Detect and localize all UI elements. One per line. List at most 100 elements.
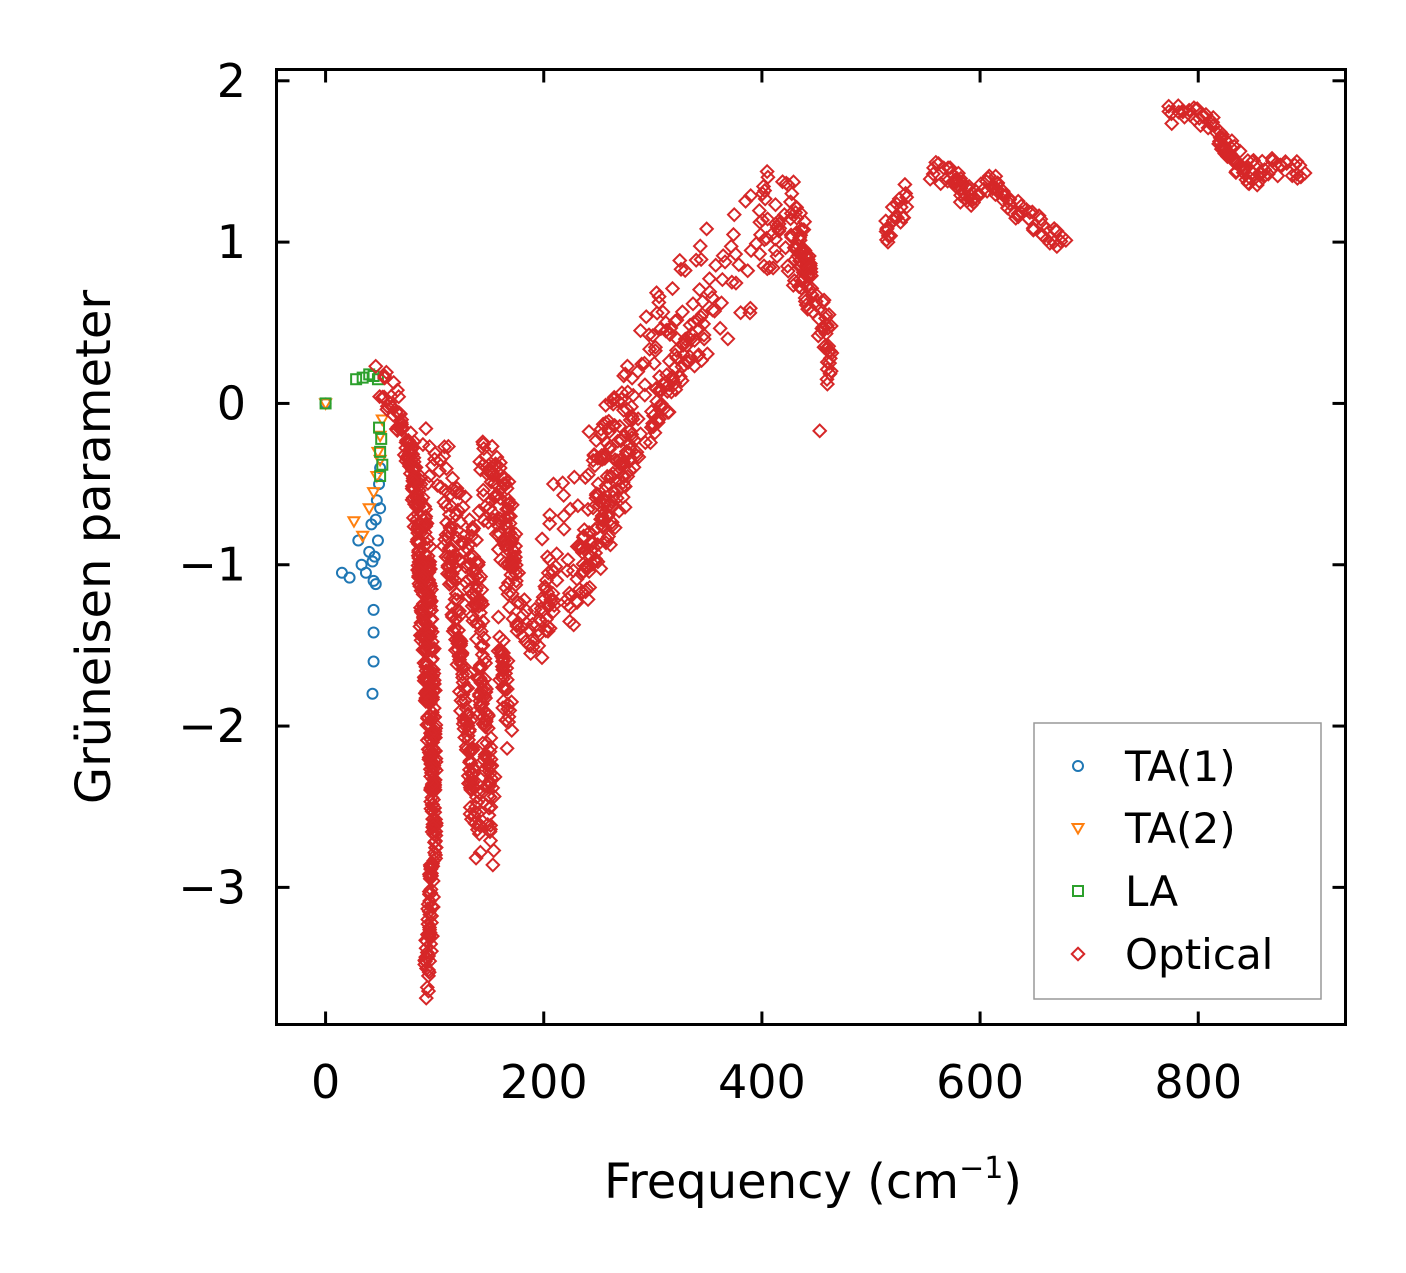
data-point-optical <box>947 175 964 192</box>
data-point-optical <box>720 331 736 347</box>
data-point-optical <box>418 659 434 675</box>
data-point-optical <box>783 227 799 243</box>
data-point-optical <box>966 189 983 206</box>
data-point-optical <box>476 440 492 457</box>
data-point-ta-2- <box>366 487 381 500</box>
data-point-optical <box>757 191 773 207</box>
data-point-optical <box>617 366 633 382</box>
data-point-optical <box>1204 114 1221 130</box>
data-point-optical <box>796 214 813 230</box>
data-point-optical <box>465 760 482 776</box>
data-point-optical <box>796 222 812 238</box>
data-point-optical <box>609 490 625 506</box>
data-point-optical <box>476 630 492 646</box>
data-point-optical <box>475 482 491 498</box>
data-point-optical <box>610 433 626 449</box>
data-point-optical <box>436 439 453 455</box>
data-point-optical <box>508 557 524 573</box>
data-point-optical <box>765 260 781 276</box>
data-point-optical <box>462 753 478 769</box>
data-point-optical <box>772 220 788 237</box>
data-point-optical <box>784 185 800 202</box>
data-point-optical <box>662 326 678 343</box>
data-point-optical <box>460 707 476 724</box>
data-point-optical <box>649 305 665 321</box>
data-point-optical <box>897 185 914 202</box>
data-point-optical <box>647 339 664 355</box>
data-point-optical <box>504 550 521 566</box>
data-point-optical <box>585 500 601 516</box>
data-point-optical <box>698 221 715 237</box>
data-point-optical <box>406 454 422 470</box>
data-point-optical <box>462 712 479 729</box>
data-point-optical <box>694 306 710 323</box>
data-point-optical <box>420 693 436 710</box>
data-point-optical <box>505 611 521 627</box>
data-point-optical <box>812 423 828 439</box>
data-point-optical <box>468 580 485 596</box>
data-point-optical <box>402 435 418 451</box>
data-point-optical <box>441 506 458 523</box>
data-point-optical <box>577 469 594 486</box>
data-point-optical <box>422 554 438 570</box>
data-point-optical <box>675 347 692 363</box>
data-point-optical <box>545 603 561 620</box>
data-point-optical <box>426 826 442 843</box>
data-point-optical <box>939 173 956 189</box>
data-point-optical <box>482 789 498 805</box>
legend-label-la: LA <box>1125 867 1178 916</box>
y-tick-label: 1 <box>217 215 246 269</box>
data-point-la <box>376 458 389 471</box>
data-point-optical <box>473 593 489 609</box>
data-point-ta-2- <box>346 516 362 529</box>
data-point-optical <box>792 232 808 248</box>
data-point-optical <box>460 732 477 748</box>
data-point-optical <box>1164 115 1180 132</box>
data-point-optical <box>598 397 614 413</box>
data-point-optical <box>717 254 733 270</box>
data-point-optical <box>419 710 436 727</box>
data-point-optical <box>642 434 659 451</box>
legend: TA(1) TA(2) LA Optical <box>1033 722 1322 1000</box>
data-point-optical <box>413 582 429 599</box>
data-point-optical <box>925 166 941 182</box>
data-point-optical <box>422 868 438 884</box>
data-point-optical <box>1251 173 1267 190</box>
data-point-optical <box>590 554 606 570</box>
data-point-la <box>374 470 387 483</box>
data-point-optical <box>946 172 963 189</box>
data-point-optical <box>445 570 461 586</box>
data-point-optical <box>892 214 909 230</box>
data-point-optical <box>804 280 820 297</box>
data-point-optical <box>501 709 517 725</box>
data-point-optical <box>803 260 819 277</box>
data-point-optical <box>441 541 457 557</box>
data-point-optical <box>475 434 491 450</box>
data-point-optical <box>1053 233 1069 250</box>
data-point-optical <box>593 427 609 443</box>
data-point-optical <box>483 730 499 746</box>
data-point-optical <box>421 439 438 455</box>
data-point-optical <box>486 842 502 859</box>
data-point-optical <box>627 432 643 448</box>
data-point-optical <box>534 649 550 666</box>
data-point-optical <box>1297 165 1313 181</box>
data-point-optical <box>501 474 517 490</box>
data-point-optical <box>616 478 633 494</box>
data-point-optical <box>432 452 448 468</box>
data-point-optical <box>404 440 420 457</box>
data-point-optical <box>634 356 650 372</box>
data-point-optical <box>771 216 787 232</box>
data-point-optical <box>406 450 422 466</box>
data-point-optical <box>451 648 467 664</box>
data-point-optical <box>820 338 837 354</box>
data-point-optical <box>769 248 785 264</box>
data-point-la <box>375 432 388 445</box>
data-point-optical <box>1198 106 1214 123</box>
data-point-optical <box>534 531 550 547</box>
data-point-optical <box>653 396 670 412</box>
data-point-optical <box>598 478 614 494</box>
data-point-optical <box>417 956 433 973</box>
y-tick-label: −2 <box>178 699 246 753</box>
data-point-optical <box>607 519 623 536</box>
